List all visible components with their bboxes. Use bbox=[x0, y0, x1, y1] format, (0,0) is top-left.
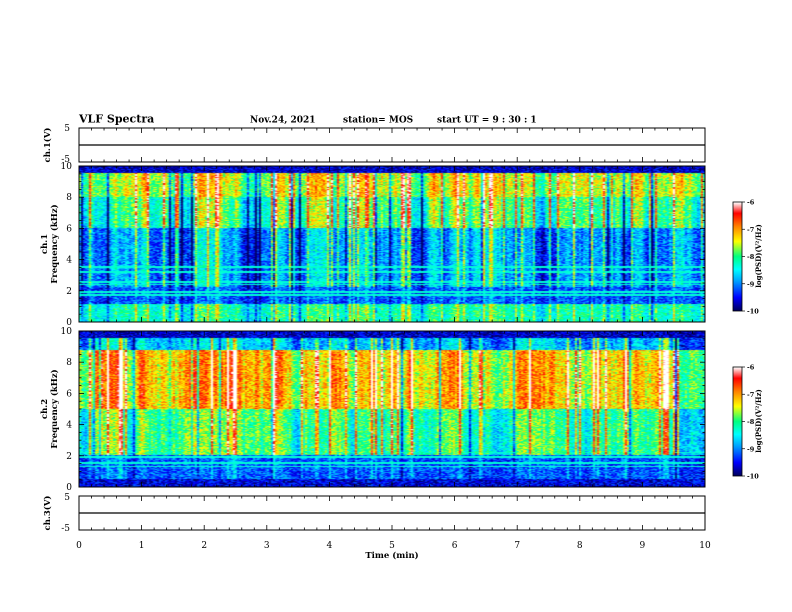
y-tick-label: 6 bbox=[66, 224, 72, 234]
x-tick-label: 3 bbox=[264, 541, 270, 551]
ch3-ytick-top: 5 bbox=[64, 493, 70, 503]
x-tick-label: 4 bbox=[327, 541, 333, 551]
ch2-spectrogram-yticks: 0 2 4 6 8 10 bbox=[61, 327, 705, 493]
ch3-waveform-ylabel: ch.3(V) bbox=[42, 496, 53, 531]
ch1-spectrogram-image bbox=[79, 166, 705, 322]
y-tick-label: 0 bbox=[66, 483, 72, 493]
colorbar-tick-label: -6 bbox=[747, 199, 755, 207]
ch1-colorbar-label: log(PSD)(V²/Hz) bbox=[754, 224, 763, 288]
station-label: station= MOS bbox=[343, 116, 413, 126]
y-tick-label: 10 bbox=[61, 327, 73, 337]
y-tick-label: 8 bbox=[66, 358, 72, 368]
colorbar-tick-label: -8 bbox=[747, 253, 755, 261]
x-axis-label: Time (min) bbox=[365, 550, 418, 561]
ch1-spectrogram-xticks bbox=[78, 166, 706, 322]
figure-title: VLF Spectra bbox=[78, 113, 154, 126]
ch1-waveform-xticks bbox=[78, 128, 706, 162]
colorbar-tick-label: -7 bbox=[747, 391, 754, 399]
ch2-spectrogram-ylabel: Frequency (kHz) bbox=[49, 369, 60, 448]
x-axis-tick-labels: 0 1 2 3 4 5 6 7 8 9 10 bbox=[76, 541, 711, 551]
x-tick-label: 5 bbox=[389, 541, 395, 551]
y-tick-label: 0 bbox=[66, 318, 72, 328]
ch3-ytick-bottom: -5 bbox=[61, 524, 70, 534]
x-tick-label: 10 bbox=[699, 541, 711, 551]
ch1-spectrogram-yticks: 0 2 4 6 8 10 bbox=[61, 162, 705, 328]
ch1-ytick-top: 5 bbox=[64, 124, 70, 134]
ch2-spectrogram-panel: 0 2 4 6 8 10 ch.2 Frequency (kHz) -6 -7 -8 -9 -10… bbox=[40, 327, 763, 493]
date-label: Nov.24, 2021 bbox=[250, 116, 316, 126]
y-tick-label: 2 bbox=[66, 287, 72, 297]
ch2-colorbar-ticks: -6 -7 -8 -9 -10 bbox=[742, 364, 759, 481]
y-tick-label: 8 bbox=[66, 193, 72, 203]
ch2-colorbar-label: log(PSD)(V²/Hz) bbox=[754, 389, 763, 453]
ch1-waveform-ylabel: ch.1(V) bbox=[42, 128, 53, 163]
ch1-waveform-panel: 5 -5 ch.1(V) bbox=[42, 124, 706, 165]
x-tick-label: 6 bbox=[452, 541, 458, 551]
colorbar-tick-label: -7 bbox=[747, 226, 754, 234]
start-time-label: start UT = 9 : 30 : 1 bbox=[437, 116, 537, 126]
x-tick-label: 9 bbox=[640, 541, 646, 551]
ch1-colorbar-ticks: -6 -7 -8 -9 -10 bbox=[742, 199, 759, 316]
x-tick-label: 8 bbox=[577, 541, 583, 551]
colorbar-tick-label: -6 bbox=[747, 364, 755, 372]
ch1-spectrogram-ylabel: Frequency (kHz) bbox=[49, 204, 60, 283]
ch3-waveform-panel: 5 -5 ch.3(V) bbox=[42, 493, 706, 534]
x-tick-label: 0 bbox=[76, 541, 82, 551]
y-tick-label: 10 bbox=[61, 162, 73, 172]
ch1-spectrogram-channel-label: ch.1 bbox=[40, 234, 50, 254]
ch2-spectrogram-xticks bbox=[78, 331, 706, 487]
x-tick-label: 1 bbox=[139, 541, 145, 551]
y-tick-label: 4 bbox=[66, 421, 72, 431]
ch1-ytick-bottom: -5 bbox=[61, 155, 70, 165]
ch1-colorbar bbox=[733, 202, 742, 311]
colorbar-tick-label: -8 bbox=[747, 418, 755, 426]
x-tick-label: 2 bbox=[201, 541, 207, 551]
ch2-spectrogram-image bbox=[79, 331, 705, 487]
ch2-colorbar bbox=[733, 367, 742, 476]
ch3-waveform-xticks bbox=[78, 496, 706, 530]
colorbar-tick-label: -10 bbox=[747, 473, 759, 481]
y-tick-label: 6 bbox=[66, 389, 72, 399]
x-tick-label: 7 bbox=[514, 541, 520, 551]
colorbar-tick-label: -9 bbox=[747, 445, 755, 453]
ch2-spectrogram-channel-label: ch.2 bbox=[40, 399, 50, 419]
colorbar-tick-label: -10 bbox=[747, 308, 759, 316]
y-tick-label: 2 bbox=[66, 452, 72, 462]
ch1-spectrogram-panel: 0 2 4 6 8 10 ch.1 Frequency (kHz) -6 -7 -8 -9 -10… bbox=[40, 162, 763, 328]
y-tick-label: 4 bbox=[66, 256, 72, 266]
colorbar-tick-label: -9 bbox=[747, 280, 755, 288]
